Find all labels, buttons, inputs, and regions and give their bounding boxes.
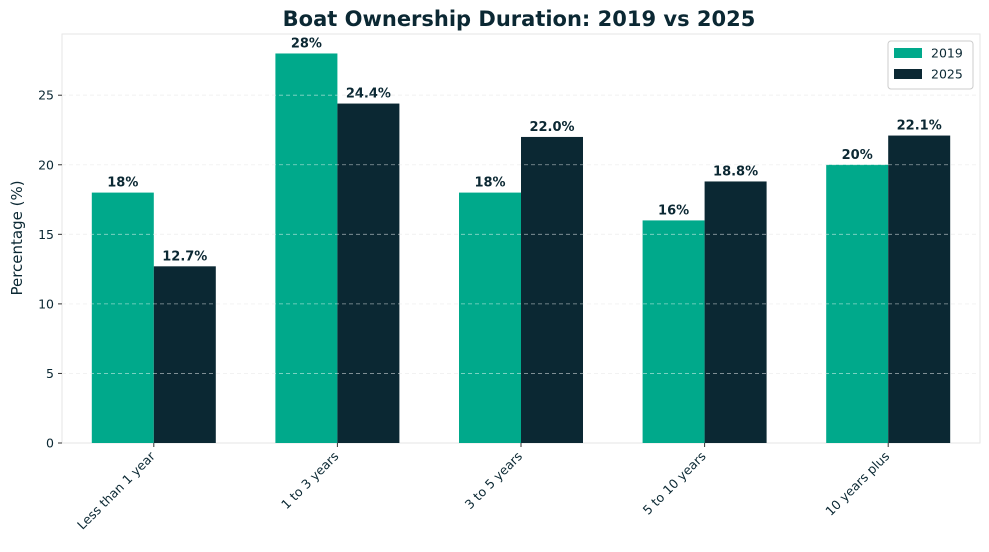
y-axis-label: Percentage (%) xyxy=(8,180,26,295)
bar-2025-5 xyxy=(888,135,951,443)
data-label: 22.1% xyxy=(897,119,942,134)
x-tick-label: 1 to 3 years xyxy=(278,449,341,512)
y-tick-label: 0 xyxy=(46,436,54,451)
bar-2019-1 xyxy=(91,192,154,443)
data-label: 24.4% xyxy=(346,87,391,102)
y-tick-label: 15 xyxy=(38,227,54,242)
data-label: 18.8% xyxy=(713,164,758,179)
data-label: 22.0% xyxy=(529,120,574,135)
data-label: 20% xyxy=(842,148,873,163)
bar-2025-3 xyxy=(521,136,583,444)
y-tick-label: 25 xyxy=(38,88,54,103)
bar-2025-2 xyxy=(337,103,400,443)
plot-area: 051015202518%12.7%28%24.4%18%22.0%16%18.… xyxy=(38,33,981,532)
legend-swatch-2019 xyxy=(894,48,922,58)
legend-label-2019: 2019 xyxy=(931,46,963,61)
bar-2025-1 xyxy=(153,266,216,443)
legend: 2019 2025 xyxy=(887,40,974,90)
y-tick-label: 20 xyxy=(38,157,54,172)
data-label: 18% xyxy=(107,176,138,191)
data-label: 28% xyxy=(291,36,322,51)
x-tick-label: 10 years plus xyxy=(822,449,892,519)
bar-2019-3 xyxy=(459,192,521,443)
x-tick-label: Less than 1 year xyxy=(74,448,158,532)
data-label: 16% xyxy=(658,203,689,218)
bar-2019-2 xyxy=(275,53,338,443)
legend-swatch-2025 xyxy=(894,69,922,79)
y-tick-label: 10 xyxy=(38,296,54,311)
data-label: 12.7% xyxy=(162,249,207,264)
data-label: 18% xyxy=(474,176,505,191)
chart-title: Boat Ownership Duration: 2019 vs 2025 xyxy=(283,7,756,31)
x-tick-label: 5 to 10 years xyxy=(640,449,709,518)
bar-2019-4 xyxy=(642,220,705,443)
x-tick-label: 3 to 5 years xyxy=(462,449,525,512)
legend-label-2025: 2025 xyxy=(931,67,963,82)
y-tick-label: 5 xyxy=(46,366,54,381)
bar-2025-4 xyxy=(704,181,767,443)
